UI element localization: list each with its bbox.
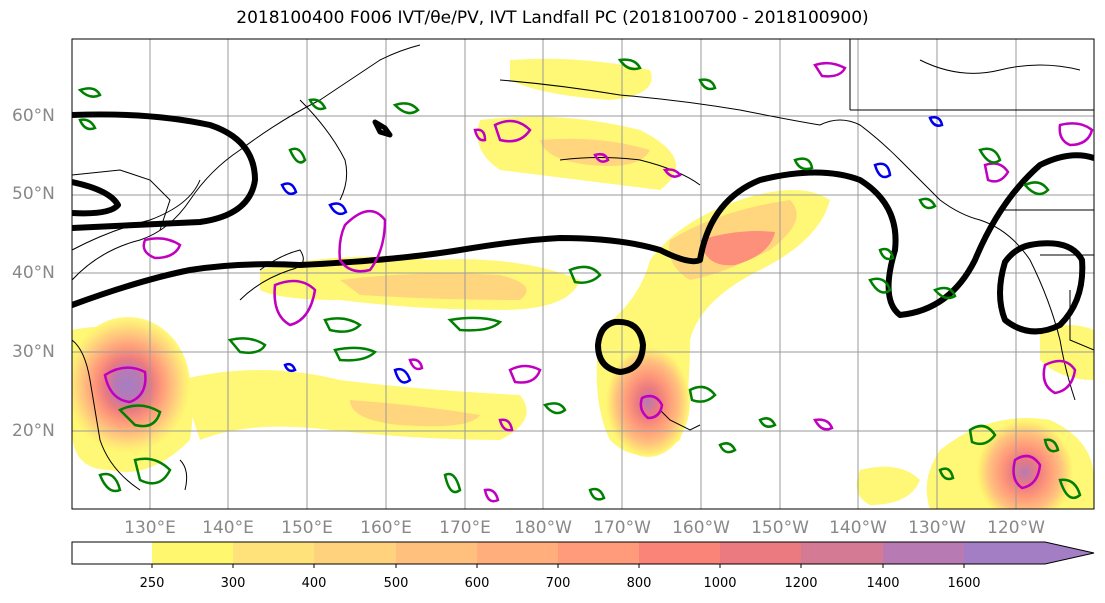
colorbar-label-500: 500: [383, 576, 409, 591]
pc-contour: [72, 111, 1094, 375]
map-panel: [71, 38, 1095, 510]
pv-contours: [103, 61, 1094, 503]
lat-label-50n: 50°N: [12, 184, 55, 204]
colorbar-label-250: 250: [139, 576, 165, 591]
colorbar-bin-5: [477, 542, 558, 564]
title-text: 2018100400 F006 IVT/θe/PV, IVT Landfall …: [236, 8, 869, 28]
typhoon-ivt-core-east: [977, 420, 1073, 509]
colorbar-bin-3: [314, 542, 396, 564]
colorbar-extend-arrow: [964, 542, 1094, 564]
typhoon-ivt-core-central: [606, 347, 690, 457]
colorbar-label-400: 400: [301, 576, 327, 591]
lon-label-140w: 140°W: [829, 518, 887, 538]
colorbar-label-1200: 1200: [784, 576, 818, 591]
colorbar-label-600: 600: [464, 576, 490, 591]
theta-contours: [77, 58, 1082, 501]
colorbar-label-1600: 1600: [947, 576, 981, 591]
lon-label-130w: 130°W: [908, 518, 966, 538]
lon-label-170e: 170°E: [439, 518, 491, 538]
lon-label-140e: 140°E: [202, 518, 254, 538]
lon-label-180w: 180°W: [514, 518, 572, 538]
colorbar-bin-0: [72, 542, 152, 564]
colorbar-label-800: 800: [626, 576, 652, 591]
colorbar-label-300: 300: [220, 576, 246, 591]
colorbar-label-1400: 1400: [866, 576, 900, 591]
lon-label-120w: 120°W: [987, 518, 1045, 538]
lat-label-30n: 30°N: [12, 342, 55, 362]
colorbar-bin-10: [883, 542, 964, 564]
lat-label-20n: 20°N: [12, 421, 55, 441]
ivt-shading-peak: [700, 231, 775, 266]
colorbar-bin-2: [233, 542, 314, 564]
colorbar-bin-4: [396, 542, 477, 564]
lon-label-130e: 130°E: [124, 518, 176, 538]
lon-label-150e: 150°E: [281, 518, 333, 538]
lon-label-160e: 160°E: [360, 518, 412, 538]
colorbar-label-1000: 1000: [703, 576, 737, 591]
colorbar-bin-1: [152, 542, 233, 564]
colorbar: [71, 541, 1095, 568]
colorbar-label-700: 700: [545, 576, 571, 591]
typhoon-ivt-core-west: [72, 317, 190, 453]
colorbar-bin-9: [801, 542, 883, 564]
lat-label-40n: 40°N: [12, 263, 55, 283]
lon-label-170w: 170°W: [593, 518, 651, 538]
colorbar-bin-8: [720, 542, 801, 564]
lon-label-150w: 150°W: [751, 518, 809, 538]
lat-label-60n: 60°N: [12, 106, 55, 126]
map-title: 2018100400 F006 IVT/θe/PV, IVT Landfall …: [0, 8, 1105, 28]
colorbar-bin-6: [558, 542, 639, 564]
lon-label-160w: 160°W: [672, 518, 730, 538]
theta-contours-blue: [280, 116, 944, 384]
colorbar-bin-7: [639, 542, 720, 564]
